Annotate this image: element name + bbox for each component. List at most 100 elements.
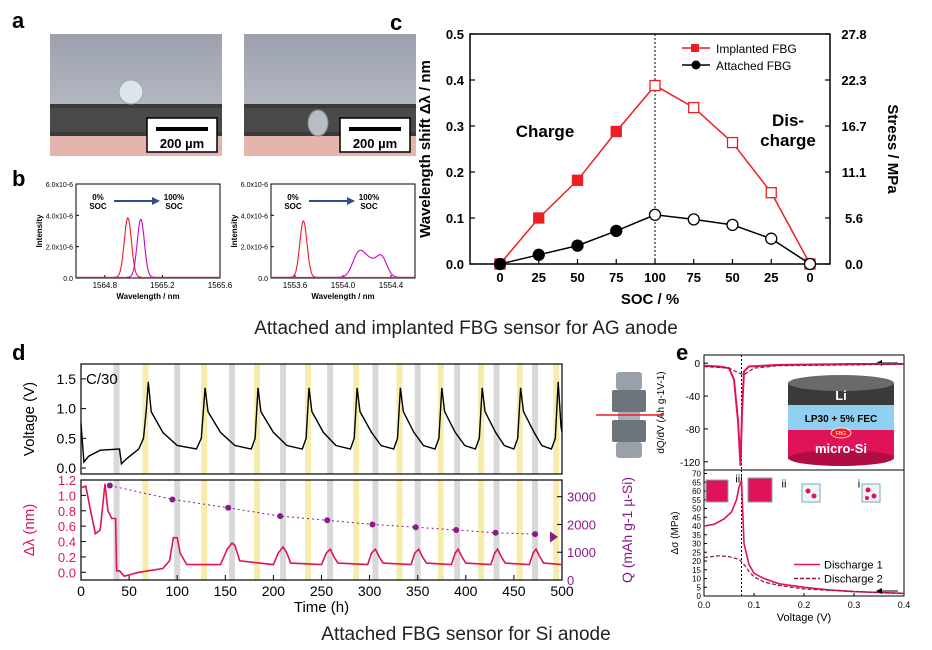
panel-label-b: b [12,166,25,191]
y-tick-label: 2.0x10-6 [46,245,73,252]
grey-band [532,480,539,580]
scale-bar-label-right: 200 µm [353,136,397,151]
yellow-band [553,480,560,580]
y-axis-label: Δλ (nm) [21,504,38,557]
y-axis-label: Intensity [35,214,44,247]
cell-label-si: micro-Si [815,441,867,456]
spectrum-line [271,220,415,278]
yellow-band [142,480,149,580]
y-tick-label: 30 [692,540,701,549]
phase-label-discharge: charge [760,131,816,150]
x-tick-label: 450 [502,583,526,599]
yellow-band [254,480,261,580]
data-point [726,136,739,149]
y-tick-label: 70 [692,470,701,479]
x-tick-label: 50 [121,583,137,599]
x-tick-label: 0.2 [798,600,811,610]
chart-b-right: 0.0 2.0x10-6 4.0x10-6 6.0x10-6 1553.6 1554.0 1… [230,182,416,301]
y-tick-label: 35 [692,531,701,540]
panel-label-c: c [390,10,402,35]
fbg-connector-image [596,372,664,458]
y-tick-label: 4.0x10-6 [46,213,73,220]
grey-band [414,480,421,580]
y-tick-label: 1.0 [57,401,77,417]
y-axis-label: dQ/dV (Ah g-1V-1) [656,371,667,453]
grey-band [280,480,287,580]
panel-label-a: a [12,8,25,33]
data-point [532,248,545,261]
y-tick-label: 0.3 [446,119,464,134]
caption-top: Attached and implanted FBG sensor for AG… [254,318,678,339]
y-tick-label: 0.6 [58,519,76,534]
x-tick-label: 0.3 [848,600,861,610]
yellow-band [201,364,208,474]
y-tick-label: 0.0 [58,565,76,580]
capacity-point [324,517,331,524]
legend-label: Implanted FBG [716,42,797,56]
x-tick-label: 75 [609,270,623,285]
x-tick-label: 1554.4 [379,281,404,290]
yellow-band [353,364,360,474]
y-tick-label: 0 [694,359,700,370]
x-axis-label: Voltage (V) [777,612,831,624]
capacity-arrow [550,531,558,543]
x-axis-label: Wavelength / nm [311,292,374,301]
grey-band [532,364,539,474]
y-right-tick-label: 5.6 [845,211,863,226]
x-tick-label: 250 [310,583,334,599]
yellow-band [437,364,444,474]
annotation-end: 100% [164,193,184,202]
legend-label: Discharge 1 [824,560,883,572]
data-point [649,79,661,92]
y-tick-label: 45 [692,513,701,522]
data-point [610,224,623,238]
y-tick-label: 65 [692,478,701,487]
y-tick-label: 25 [692,548,701,557]
x-tick-label: 1564.8 [93,281,118,290]
y-tick-label: 1.0 [58,488,76,503]
grey-band [113,364,120,474]
x-tick-label: 1565.2 [150,281,175,290]
y-right-tick-label: 0 [567,573,574,588]
y-tick-label: 0.4 [58,535,76,550]
chart-d-voltage: 0.0 0.5 1.0 1.5 Voltage (V) C/30 [21,363,563,476]
dqdv-line [703,363,904,466]
y-tick-label: 10 [692,575,701,584]
plot-frame [469,33,831,265]
rate-label: C/30 [86,371,118,388]
yellow-band [396,364,403,474]
capacity-point [106,482,113,489]
cell-schematic: Li LP30 + 5% FEC FBG micro-Si [788,375,894,466]
stage-label: iii [735,473,742,485]
legend-label: Attached FBG [716,59,791,73]
capacity-point [453,527,460,533]
x-tick-label: 1554.0 [331,281,356,290]
data-point [803,257,817,271]
annotation-start: 0% [92,193,104,202]
y-tick-label: 15 [692,566,701,575]
y-right-axis-label: Q (mAh g-1 µ-Si) [619,477,635,583]
photo-right: 200 µm [244,34,416,156]
grey-band [229,364,236,474]
y-tick-label: 0.5 [57,430,77,446]
legend-label: Discharge 2 [824,574,883,586]
grey-band [327,364,334,474]
data-point [533,212,545,224]
x-tick-label: 0 [77,583,85,599]
capacity-point [225,504,232,511]
y-tick-label: -40 [686,392,701,403]
x-tick-label: 500 [550,583,574,599]
y-tick-label: 6.0x10-6 [241,182,268,189]
x-tick-label: 75 [687,270,701,285]
annotation-end-soc: SOC [360,202,378,211]
y-tick-label: 0.8 [58,504,76,519]
x-tick-label: 100 [166,583,190,599]
cell-label-electrolyte: LP30 + 5% FEC [805,414,878,425]
grey-band [493,364,500,474]
y-tick-label: 0.2 [446,165,464,180]
photo-left: 200 µm [50,34,222,156]
x-tick-label: 0 [496,270,503,285]
y-tick-label: 50 [692,505,701,514]
